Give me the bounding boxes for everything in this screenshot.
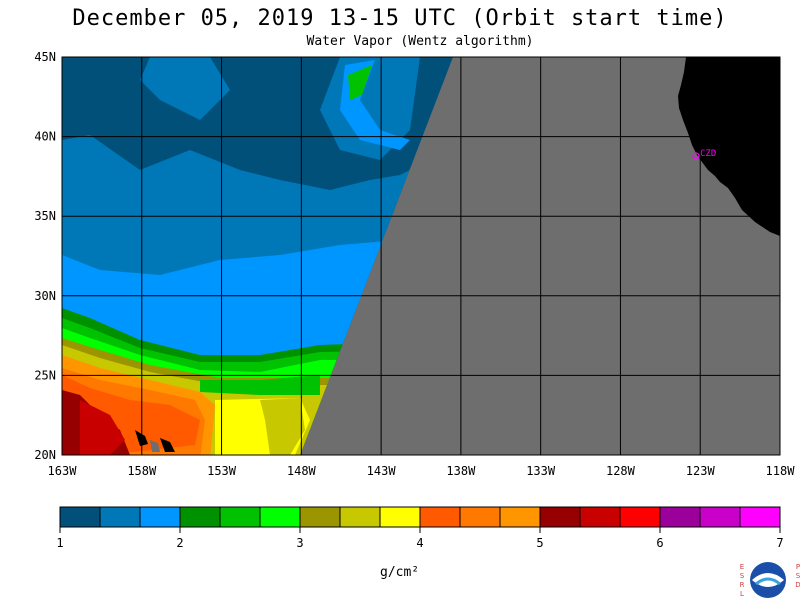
colorbar-swatch (499, 506, 541, 528)
colorbar-swatch (59, 506, 101, 528)
credit-letter: P (795, 563, 800, 571)
lon-label: 133W (526, 464, 556, 478)
lon-label: 143W (367, 464, 397, 478)
lon-label: 148W (287, 464, 317, 478)
colorbar-swatch (419, 506, 461, 528)
credit-letter: S (739, 572, 745, 580)
colorbar-tick-label: 6 (656, 536, 663, 550)
lat-label: 35N (34, 209, 56, 223)
colorbar (59, 506, 781, 528)
colorbar-swatch (379, 506, 421, 528)
lon-label: 123W (686, 464, 716, 478)
credit-letter: L (740, 590, 744, 598)
colorbar-swatch (99, 506, 141, 528)
colorbar-tick-label: 4 (416, 536, 423, 550)
colorbar-swatch (739, 506, 781, 528)
map-subtitle: Water Vapor (Wentz algorithm) (306, 34, 534, 49)
lon-label: 138W (446, 464, 476, 478)
colorbar-swatch (619, 506, 661, 528)
latitude-labels: 45N 40N 35N 30N 25N 20N (34, 50, 56, 462)
colorbar-swatch (139, 506, 181, 528)
credit-letter: S (795, 572, 800, 580)
colorbar-tick-labels: 1 2 3 4 5 6 7 (56, 527, 784, 550)
lat-label: 20N (34, 448, 56, 462)
colorbar-swatch (219, 506, 261, 528)
lon-label: 158W (127, 464, 157, 478)
lat-label: 45N (34, 50, 56, 64)
credit-letter: R (739, 581, 745, 589)
longitude-labels: 163W 158W 153W 148W 143W 138W 133W 128W 123W 118W (48, 464, 796, 478)
colorbar-swatch (539, 506, 581, 528)
lon-label: 118W (766, 464, 796, 478)
lon-label: 128W (606, 464, 636, 478)
lat-label: 25N (34, 368, 56, 382)
credit-letter: D (795, 581, 800, 589)
lon-label: 163W (48, 464, 78, 478)
colorbar-swatch (179, 506, 221, 528)
colorbar-tick-label: 3 (296, 536, 303, 550)
noaa-logo-icon (750, 562, 786, 598)
colorbar-swatch (699, 506, 741, 528)
colorbar-swatch (459, 506, 501, 528)
map-title: December 05, 2019 13-15 UTC (Orbit start… (72, 6, 728, 31)
colorbar-tick-label: 2 (176, 536, 183, 550)
lat-label: 40N (34, 130, 56, 144)
station-label: CZD (700, 149, 716, 159)
lat-label: 30N (34, 289, 56, 303)
lat-lon-grid (62, 57, 780, 455)
land-north-america (678, 57, 780, 236)
map-frame (61, 56, 781, 456)
colorbar-swatch (579, 506, 621, 528)
lon-label: 153W (207, 464, 237, 478)
colorbar-tick-label: 1 (56, 536, 63, 550)
colorbar-swatch (299, 506, 341, 528)
colorbar-tick-label: 5 (536, 536, 543, 550)
colorbar-tick-label: 7 (776, 536, 783, 550)
colorbar-swatch (339, 506, 381, 528)
colorbar-units: g/cm² (380, 565, 420, 580)
colorbar-swatch (259, 506, 301, 528)
colorbar-swatch (659, 506, 701, 528)
credit-letter: E (739, 563, 745, 571)
station-marker (692, 152, 700, 160)
